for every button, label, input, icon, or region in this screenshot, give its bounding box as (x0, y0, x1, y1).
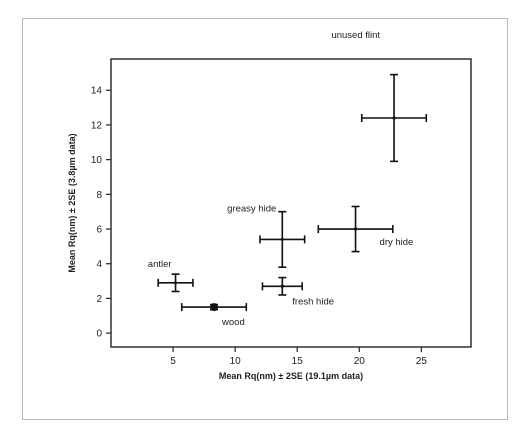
point-marker (173, 281, 178, 285)
y-tick-label: 0 (96, 329, 102, 340)
point-marker (353, 227, 358, 231)
x-tick-label: 15 (292, 356, 304, 367)
y-tick-label: 10 (91, 155, 103, 166)
point-label: fresh hide (292, 296, 334, 307)
data-point (180, 303, 248, 312)
point-label: wood (221, 317, 245, 328)
y-tick-label: 4 (96, 259, 102, 270)
x-tick-label: 25 (416, 356, 428, 367)
y-tick-label: 8 (96, 190, 102, 201)
point-marker (280, 284, 284, 288)
point-label: unused flint (331, 30, 380, 41)
data-point (261, 276, 303, 296)
point-marker (210, 303, 219, 312)
point-marker (280, 237, 284, 242)
x-axis-label: Mean Rq(nm) ± 2SE (19.1µm data) (219, 371, 363, 381)
y-tick-label: 6 (96, 225, 102, 236)
data-point (259, 210, 306, 268)
plot-area-border (110, 58, 472, 348)
data-point (317, 205, 394, 253)
y-axis-label: Mean Rq(nm) ± 2SE (3.8µm data) (67, 133, 77, 272)
y-tick-label: 2 (96, 294, 102, 305)
figure-frame: 5 10 15 20 25 0 2 4 6 8 10 12 14 unused flint dry hid… (22, 18, 508, 420)
data-point (157, 273, 194, 293)
scatter-chart: 5 10 15 20 25 0 2 4 6 8 10 12 14 unused flint dry hid… (67, 30, 472, 381)
data-point (360, 73, 428, 163)
x-tick-label: 5 (170, 356, 176, 367)
point-label: greasy hide (227, 203, 276, 214)
point-label: antler (148, 259, 172, 270)
point-marker (392, 116, 396, 120)
x-tick-label: 20 (354, 356, 366, 367)
x-tick-label: 10 (230, 356, 242, 367)
y-tick-label: 12 (91, 120, 103, 131)
point-label: dry hide (380, 237, 414, 248)
y-tick-label: 14 (91, 86, 103, 97)
